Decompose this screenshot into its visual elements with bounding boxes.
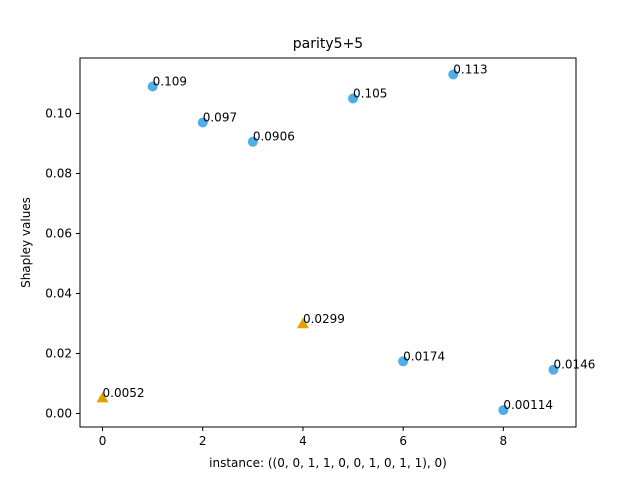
circle-data-point [498, 405, 509, 416]
data-point-label: 0.097 [203, 111, 237, 125]
x-tick-label: 4 [299, 434, 307, 448]
y-tick-label: 0.02 [45, 347, 72, 361]
data-point-label: 0.00114 [503, 398, 553, 412]
triangle-data-point [296, 317, 309, 329]
data-point-label: 0.0174 [403, 349, 445, 363]
circle-data-point [197, 117, 208, 128]
x-tick-label: 2 [199, 434, 207, 448]
y-axis-label: Shapley values [19, 197, 33, 288]
data-point-label: 0.109 [153, 75, 187, 89]
chart-title: parity5+5 [293, 36, 363, 52]
y-axis-ticks: 0.00 0.02 0.04 0.06 0.08 0.10 [45, 107, 80, 421]
circle-data-point [247, 136, 258, 147]
data-point-label: 0.0299 [303, 312, 345, 326]
data-point-labels: 0.109 0.097 0.0906 0.105 0.0174 0.113 0.00114 0… [103, 63, 596, 413]
x-axis-ticks: 0 2 4 6 8 [99, 427, 507, 448]
y-tick-label: 0.04 [45, 287, 72, 301]
x-axis-label: instance: ((0, 0, 1, 1, 0, 0, 1, 0, 1, 1… [209, 456, 447, 470]
circle-data-point [548, 364, 559, 375]
data-point-label: 0.0146 [553, 358, 595, 372]
y-tick-label: 0.10 [45, 107, 72, 121]
data-points [96, 69, 559, 416]
x-tick-label: 8 [500, 434, 508, 448]
plot-area-frame [79, 57, 577, 428]
data-point-label: 0.0052 [103, 386, 145, 400]
y-tick-label: 0.00 [45, 407, 72, 421]
y-tick-label: 0.08 [45, 167, 72, 181]
data-point-label: 0.105 [353, 87, 387, 101]
data-point-label: 0.0906 [253, 130, 295, 144]
circle-data-point [348, 93, 359, 104]
circle-data-point [448, 69, 459, 80]
triangle-data-point [96, 391, 109, 403]
circle-data-point [147, 81, 158, 92]
data-point-label: 0.113 [453, 63, 487, 77]
circle-data-point [398, 356, 409, 367]
x-tick-label: 6 [399, 434, 407, 448]
x-tick-label: 0 [99, 434, 107, 448]
y-tick-label: 0.06 [45, 227, 72, 241]
